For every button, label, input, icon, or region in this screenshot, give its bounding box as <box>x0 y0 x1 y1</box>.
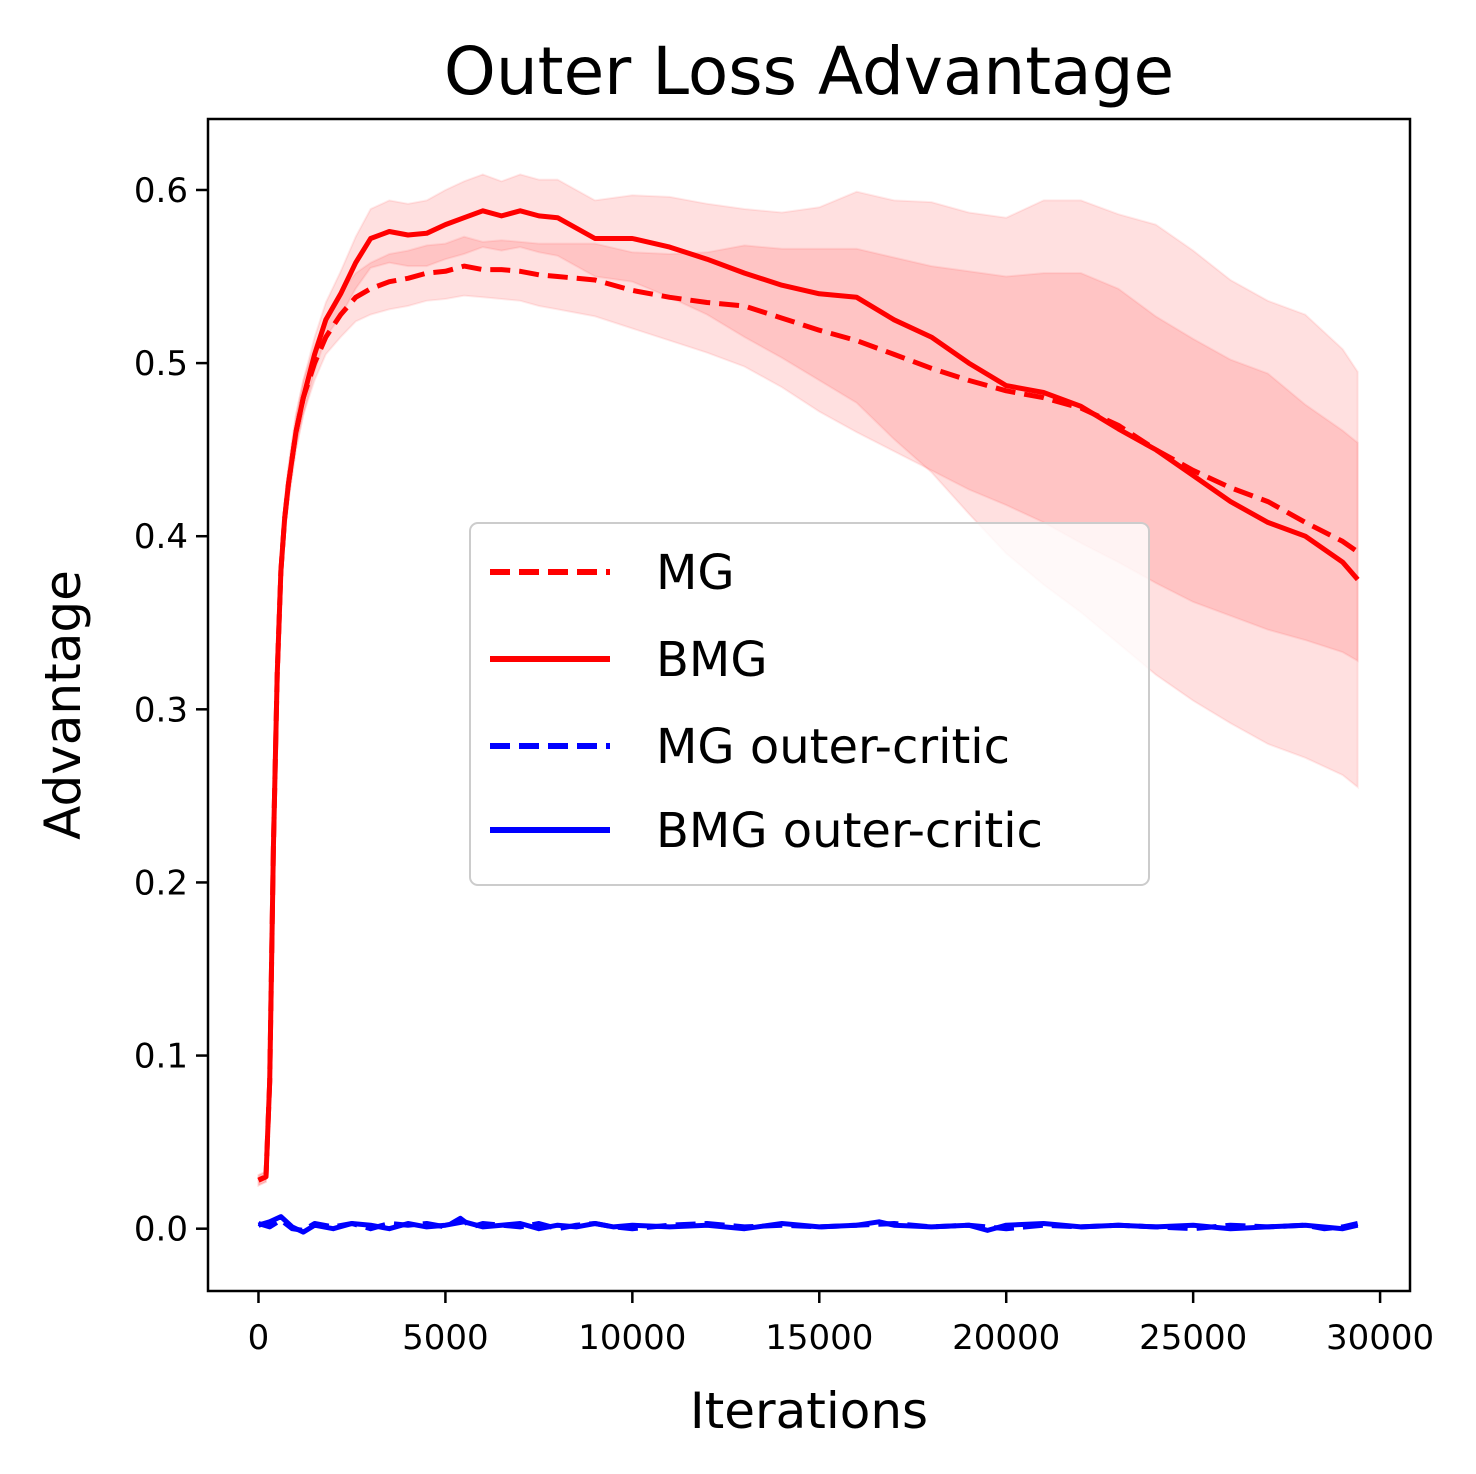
y-axis: 0.0 0.1 0.2 0.3 0.4 0.5 0.6 <box>134 171 208 1250</box>
x-tick-label: 15000 <box>765 1318 873 1358</box>
x-tick-label: 5000 <box>402 1318 489 1358</box>
plot-frame <box>206 117 1412 1293</box>
chart-title: Outer Loss Advantage <box>444 33 1174 110</box>
y-tick-label: 0.2 <box>134 863 188 903</box>
line-bmg-outer-critic <box>257 1214 1359 1235</box>
legend-label-mg-outer-critic: MG outer-critic <box>656 719 1010 775</box>
series-lines <box>257 208 1360 1235</box>
y-tick-label: 0.6 <box>134 171 188 211</box>
y-tick-label: 0.5 <box>134 344 188 384</box>
confidence-bands <box>257 173 1359 1187</box>
legend-label-bmg: BMG <box>656 632 768 688</box>
x-tick-label: 25000 <box>1139 1318 1247 1358</box>
line-mg-outer-critic <box>257 1215 1359 1233</box>
y-tick-label: 0.3 <box>134 690 188 730</box>
x-axis-label: Iterations <box>690 1382 928 1440</box>
y-tick-label: 0.0 <box>134 1210 188 1250</box>
x-axis: 0 5000 10000 15000 20000 25000 30000 <box>248 1291 1434 1358</box>
line-mg <box>257 263 1360 1183</box>
y-tick-label: 0.1 <box>134 1037 188 1077</box>
legend-label-mg: MG <box>656 545 735 601</box>
legend-label-bmg-outer-critic: BMG outer-critic <box>656 803 1043 859</box>
legend-box <box>469 522 1150 886</box>
band-mg <box>257 235 1359 1187</box>
band-bmg <box>257 173 1359 1187</box>
x-tick-label: 0 <box>248 1318 270 1358</box>
x-tick-label: 30000 <box>1326 1318 1434 1358</box>
y-axis-label: Advantage <box>34 570 92 840</box>
y-tick-label: 0.4 <box>134 517 188 557</box>
x-tick-label: 10000 <box>578 1318 686 1358</box>
x-tick-label: 20000 <box>952 1318 1060 1358</box>
legend: MG BMG MG outer-critic BMG outer-critic <box>469 522 1150 886</box>
